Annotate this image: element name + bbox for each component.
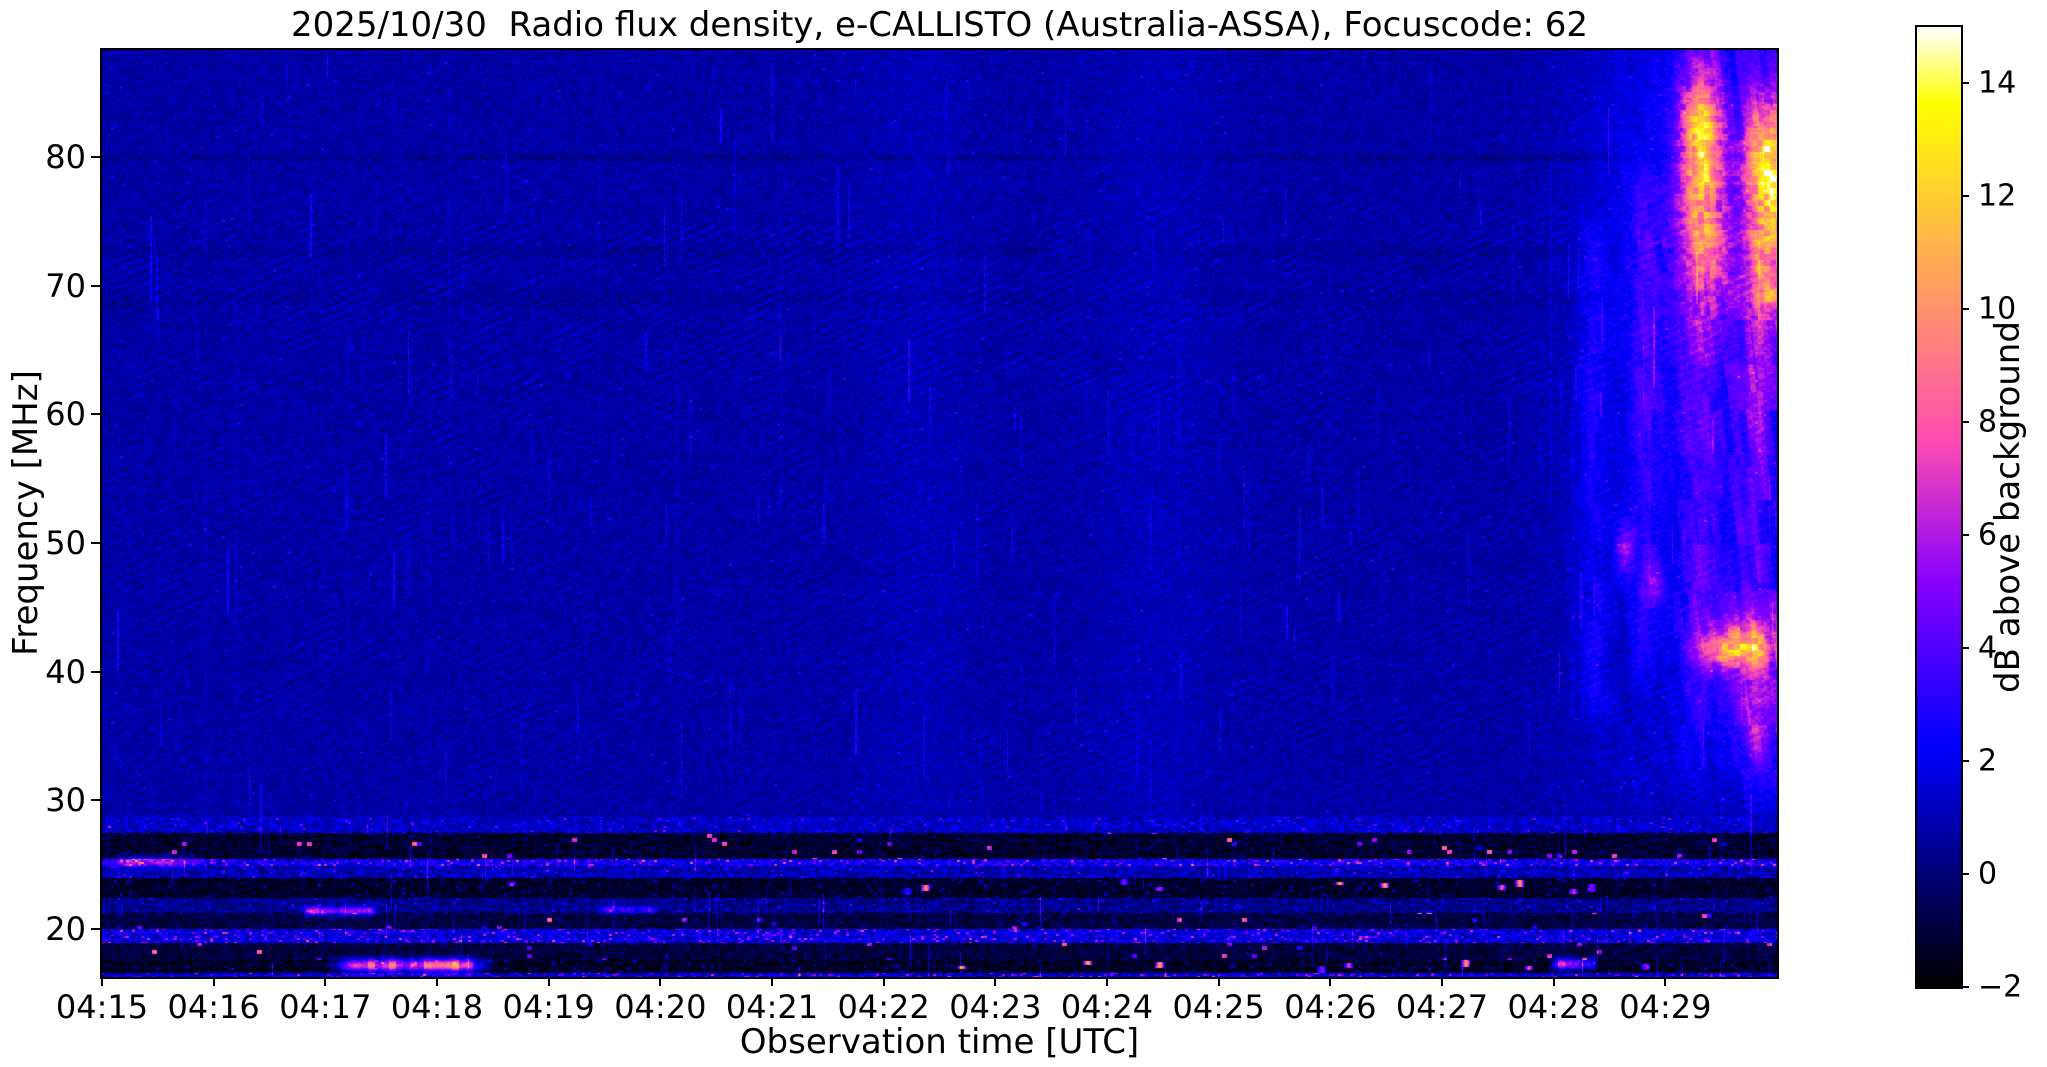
x-tick-label: 04:18 [390, 988, 484, 1026]
x-tick-mark [212, 977, 215, 986]
x-tick-label: 04:20 [614, 988, 707, 1026]
x-tick-mark [994, 977, 997, 986]
colorbar-tick-mark [1961, 986, 1969, 988]
x-tick-label: 04:24 [1060, 988, 1154, 1026]
colorbar-tick-label: 12 [1978, 178, 2017, 214]
x-tick-mark [101, 977, 103, 986]
colorbar-tick-label: 0 [1978, 856, 1998, 892]
colorbar-tick-mark [1961, 873, 1969, 876]
colorbar-frame [1915, 25, 1963, 989]
y-tick-mark [91, 284, 100, 287]
x-tick-label: 04:29 [1619, 988, 1712, 1026]
y-tick-mark [91, 670, 100, 673]
colorbar-tick-label: 6 [1978, 517, 1998, 553]
colorbar-tick-mark [1961, 647, 1969, 650]
spectrogram-heatmap [102, 50, 1777, 977]
colorbar-tick-label: 2 [1978, 743, 1998, 779]
x-tick-mark [659, 977, 662, 986]
x-tick-label: 04:22 [837, 988, 930, 1026]
y-tick-label: 60 [45, 395, 86, 434]
y-tick-label: 50 [45, 523, 86, 562]
x-tick-mark [436, 977, 438, 986]
spectrogram-plot-frame [100, 48, 1779, 979]
x-tick-mark [1106, 977, 1108, 986]
colorbar-tick-label: 8 [1978, 404, 1998, 440]
x-tick-label: 04:15 [55, 988, 149, 1026]
colorbar-tick-mark [1961, 760, 1969, 763]
colorbar-tick-label: −2 [1978, 969, 2023, 1005]
colorbar-tick-label: 10 [1978, 291, 2017, 327]
colorbar-tick-label: 14 [1978, 65, 2017, 101]
y-tick-mark [91, 927, 100, 930]
colorbar-gradient [1917, 27, 1961, 987]
x-tick-mark [882, 977, 885, 986]
x-tick-mark [1441, 977, 1443, 986]
x-tick-mark [547, 977, 550, 986]
x-tick-label: 04:17 [279, 988, 372, 1026]
x-tick-mark [1664, 977, 1667, 986]
y-tick-mark [91, 413, 100, 416]
y-tick-mark [91, 799, 100, 802]
chart-title: 2025/10/30 Radio flux density, e-CALLIST… [290, 5, 1589, 45]
colorbar-tick-mark [1961, 82, 1969, 85]
x-tick-mark [1329, 977, 1332, 986]
y-tick-label: 30 [45, 781, 86, 820]
x-tick-mark [324, 977, 327, 986]
x-tick-mark [771, 977, 773, 986]
y-axis-label: Frequency [MHz] [6, 370, 46, 656]
colorbar-tick-label: 4 [1978, 630, 1998, 666]
colorbar-tick-mark [1961, 534, 1969, 537]
y-tick-mark [91, 541, 100, 544]
x-tick-label: 04:26 [1284, 988, 1377, 1026]
y-tick-label: 40 [45, 652, 86, 691]
x-tick-label: 04:25 [1172, 988, 1265, 1026]
x-tick-label: 04:19 [502, 988, 595, 1026]
y-tick-label: 80 [45, 138, 86, 177]
x-tick-label: 04:28 [1507, 988, 1600, 1026]
x-tick-label: 04:21 [725, 988, 819, 1026]
colorbar-tick-mark [1961, 195, 1969, 198]
y-tick-label: 20 [45, 909, 86, 948]
colorbar-tick-mark [1961, 308, 1969, 311]
x-tick-mark [1217, 977, 1220, 986]
y-tick-label: 70 [45, 266, 86, 305]
colorbar-tick-mark [1961, 421, 1969, 424]
y-tick-mark [91, 156, 100, 159]
x-tick-label: 04:16 [167, 988, 260, 1026]
x-tick-label: 04:23 [949, 988, 1042, 1026]
colorbar-label: dB above background [1988, 321, 2028, 693]
x-axis-label: Observation time [UTC] [739, 1022, 1140, 1062]
x-tick-mark [1552, 977, 1555, 986]
x-tick-label: 04:27 [1395, 988, 1489, 1026]
